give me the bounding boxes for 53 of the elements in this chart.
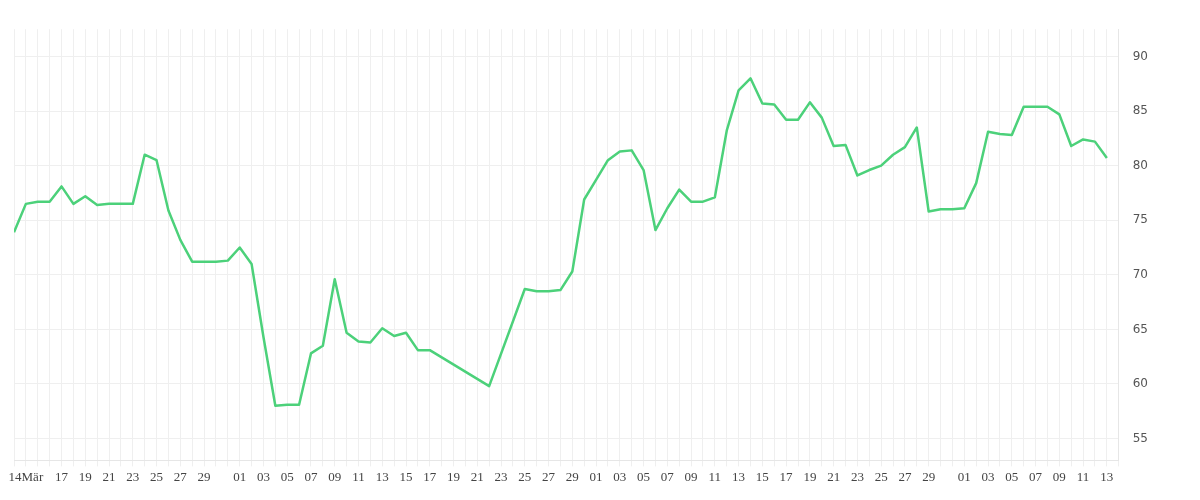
- y-tick-label: 75: [1132, 212, 1149, 227]
- x-tick-label: 05: [637, 468, 651, 484]
- x-tick-label: 09: [1052, 468, 1066, 484]
- x-tick-label: 15: [399, 468, 413, 484]
- x-tick-label: 29: [565, 468, 579, 484]
- x-tick-label: 11: [352, 468, 365, 484]
- x-tick-label: 25: [874, 468, 888, 484]
- x-tick-label: 14Mär: [8, 468, 44, 484]
- x-tick-label: 21: [102, 468, 116, 484]
- y-tick-label: 70: [1132, 266, 1149, 281]
- x-tick-label: 09: [684, 468, 698, 484]
- x-tick-label: 15: [755, 468, 769, 484]
- x-tick-label: 19: [78, 468, 92, 484]
- x-tick-label: 25: [150, 468, 164, 484]
- x-tick-label: 27: [173, 468, 188, 484]
- x-tick-label: 03: [256, 468, 270, 484]
- x-tick-label: 05: [280, 468, 294, 484]
- x-tick-label: 11: [708, 468, 722, 484]
- y-tick-label: 60: [1132, 376, 1149, 391]
- x-tick-label: 27: [542, 468, 556, 484]
- x-tick-label: 23: [126, 468, 140, 484]
- x-tick-label: 09: [328, 468, 342, 484]
- x-tick-label: 07: [660, 468, 675, 484]
- x-tick-label: 21: [470, 468, 484, 484]
- x-tick-label: 19: [803, 468, 817, 484]
- x-tick-label: 01: [233, 468, 247, 484]
- x-tick-label: 21: [827, 468, 841, 484]
- x-tick-label: 17: [55, 468, 69, 484]
- x-tick-label: 29: [197, 468, 211, 484]
- x-tick-label: 07: [1029, 468, 1043, 484]
- x-tick-label: 19: [447, 468, 461, 484]
- x-tick-label: 13: [732, 468, 746, 484]
- x-tick-label: 23: [850, 468, 864, 484]
- x-tick-label: 03: [981, 468, 995, 484]
- x-tick-label: 13: [375, 468, 389, 484]
- y-tick-label: 55: [1132, 430, 1149, 445]
- y-tick-label: 90: [1132, 48, 1149, 63]
- x-tick-label: 07: [304, 468, 318, 484]
- y-tick-label: 85: [1132, 103, 1149, 118]
- x-tick-label: 17: [423, 468, 437, 484]
- x-tick-label: 27: [898, 468, 912, 484]
- y-tick-label: 65: [1132, 321, 1149, 336]
- x-tick-label: 23: [494, 468, 508, 484]
- x-tick-label: 25: [518, 468, 532, 484]
- y-tick-label: 80: [1132, 157, 1149, 172]
- x-tick-label: 13: [1100, 468, 1114, 484]
- x-tick-label: 01: [589, 468, 603, 484]
- x-tick-label: 03: [613, 468, 627, 484]
- x-tick-label: 01: [957, 468, 971, 484]
- x-tick-label: 17: [779, 468, 794, 484]
- x-tick-label: 05: [1005, 468, 1019, 484]
- x-tick-label: 11: [1076, 468, 1090, 484]
- x-tick-label: 29: [922, 468, 936, 484]
